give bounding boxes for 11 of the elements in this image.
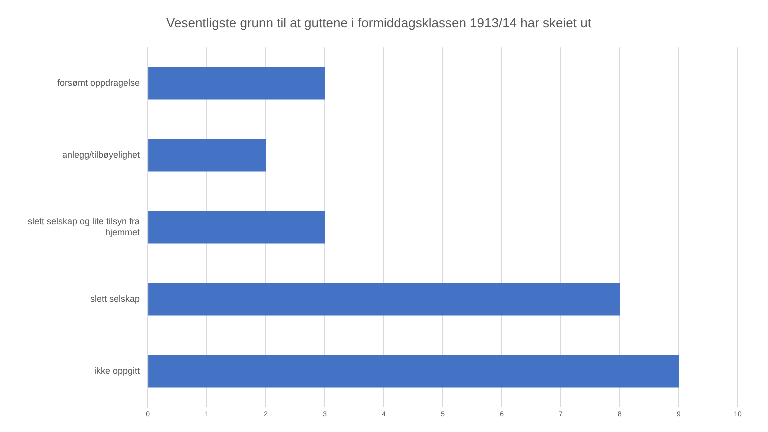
bar — [148, 67, 326, 100]
bar — [148, 139, 266, 172]
y-tick-label: ikke oppgitt — [94, 366, 141, 376]
y-tick-label: anlegg/tilbøyelighet — [62, 150, 141, 160]
bar — [148, 211, 326, 244]
bar — [148, 283, 620, 316]
y-tick-label: forsømt oppdragelse — [58, 78, 140, 88]
bar — [148, 355, 680, 388]
y-tick-label: slett selskap og lite tilsyn fra hjemmet — [28, 216, 141, 238]
chart-title: Vesentligste grunn til at guttene i formiddagsklassen 1913/14 har skeiet ut — [166, 15, 592, 30]
y-tick-label: slett selskap — [90, 294, 140, 304]
